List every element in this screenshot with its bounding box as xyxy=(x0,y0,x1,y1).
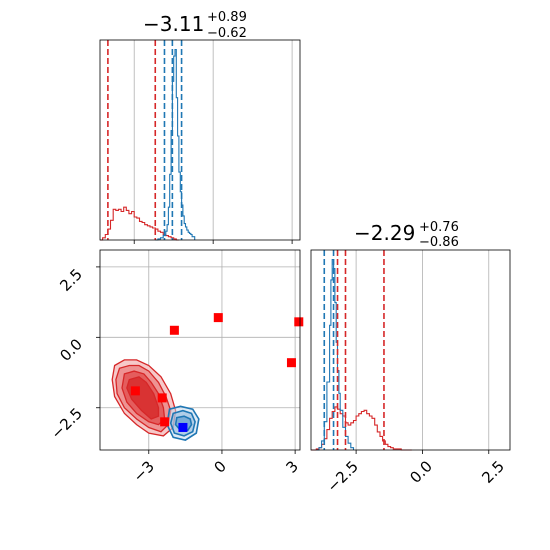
red-square-marker xyxy=(294,317,304,327)
title-2-median: −2.29 xyxy=(354,221,415,245)
red-square-marker xyxy=(157,393,167,403)
x-tick-label: −3 xyxy=(130,457,158,485)
scatter-y-tick-labels: 2.5 0.0 −2.5 xyxy=(48,265,86,442)
x-tick-label: 2.5 xyxy=(478,457,508,487)
red-square-marker xyxy=(169,325,179,335)
red-square-marker xyxy=(213,313,223,323)
y-tick-label: 0.0 xyxy=(56,335,86,365)
histogram-step-blue xyxy=(316,258,355,451)
title-1-minus: −0.62 xyxy=(207,26,247,41)
x-tick-label: 0.0 xyxy=(406,457,436,487)
x-tick-label: 3 xyxy=(283,457,302,476)
histogram-2-title: −2.29 +0.76 −0.86 xyxy=(354,220,459,250)
scatter-panel-2d xyxy=(96,249,304,454)
scatter-frame xyxy=(99,249,301,451)
red-square-marker xyxy=(160,417,170,427)
histogram-panel-param1 xyxy=(99,39,301,244)
title-1-plus: +0.89 xyxy=(207,10,247,25)
title-2-plus: +0.76 xyxy=(419,220,459,235)
red-square-marker xyxy=(286,358,296,368)
title-2-minus: −0.86 xyxy=(419,235,459,250)
histogram-frame xyxy=(99,39,301,241)
histogram-step-red xyxy=(100,206,179,241)
histogram-1-title: −3.11 +0.89 −0.62 xyxy=(143,10,247,41)
histogram-step-red xyxy=(311,406,412,451)
histogram-2-x-tick-labels: −2.5 0.0 2.5 xyxy=(324,457,508,495)
red-square-marker xyxy=(130,386,140,396)
histogram-step-blue xyxy=(155,48,196,241)
x-tick-label: −2.5 xyxy=(324,457,362,495)
histogram-frame xyxy=(310,249,511,451)
y-tick-label: 2.5 xyxy=(56,265,86,295)
x-tick-label: 0 xyxy=(211,457,230,476)
blue-square-marker xyxy=(178,422,188,432)
title-1-median: −3.11 xyxy=(143,12,204,36)
histogram-panel-param2 xyxy=(310,249,511,454)
y-tick-label: −2.5 xyxy=(48,404,86,442)
scatter-x-tick-labels: −3 0 3 xyxy=(130,457,302,485)
